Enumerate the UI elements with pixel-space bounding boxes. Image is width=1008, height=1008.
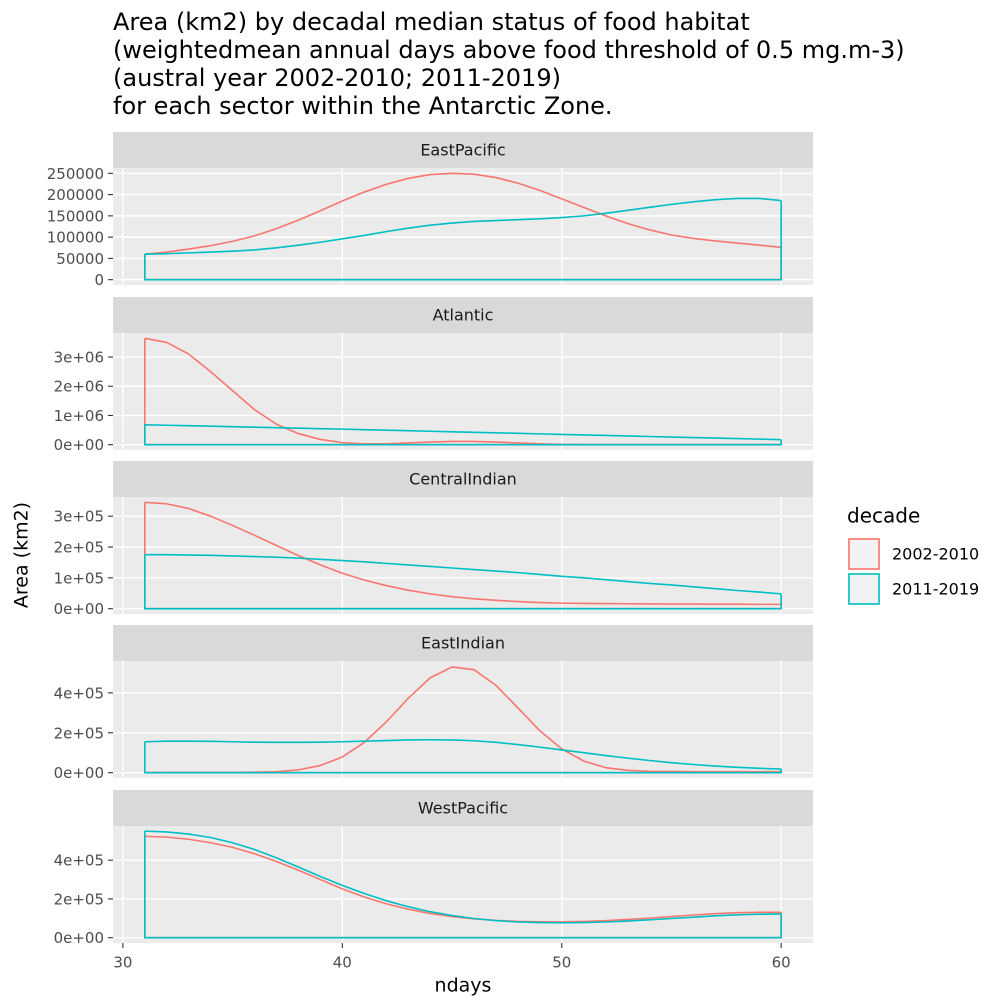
legend-label: 2002-2010 xyxy=(892,545,979,564)
legend-key xyxy=(848,573,880,605)
legend-key-bg xyxy=(848,573,880,605)
y-tick-label: 0e+00 xyxy=(54,764,104,782)
area-line xyxy=(144,738,782,770)
strip-label: Atlantic xyxy=(433,306,494,325)
panel-background xyxy=(113,168,813,285)
x-tick-label: 60 xyxy=(772,954,791,972)
strip xyxy=(113,132,813,168)
y-tick-label: 2e+05 xyxy=(54,539,104,557)
strip-label: WestPacific xyxy=(418,799,508,818)
panel-background xyxy=(113,333,813,450)
area-line xyxy=(144,553,782,595)
strip-label: EastIndian xyxy=(421,634,505,653)
area-edge xyxy=(144,554,782,610)
y-tick-label: 250000 xyxy=(47,165,104,183)
area-line xyxy=(144,424,782,441)
strip xyxy=(113,625,813,661)
chart-title: (austral year 2002-2010; 2011-2019) xyxy=(113,64,561,92)
y-axis-label: Area (km2) xyxy=(11,502,33,608)
y-tick-label: 0e+00 xyxy=(54,436,104,454)
y-tick-label: 150000 xyxy=(47,207,104,225)
y-tick-label: 0e+00 xyxy=(54,929,104,947)
strip-label: EastPacific xyxy=(420,141,505,160)
area-line xyxy=(144,830,782,924)
area-line xyxy=(144,501,782,606)
area-edge xyxy=(144,831,782,939)
x-tick-label: 50 xyxy=(552,954,571,972)
y-tick-label: 3e+06 xyxy=(54,349,104,367)
y-tick-label: 0e+00 xyxy=(54,600,104,618)
y-tick-label: 100000 xyxy=(47,229,104,247)
legend-key xyxy=(848,538,880,570)
legend-label: 2011-2019 xyxy=(892,580,979,599)
area-edge xyxy=(144,200,782,281)
y-tick-label: 3e+05 xyxy=(54,508,104,526)
x-tick-label: 30 xyxy=(113,954,132,972)
legend-title: decade xyxy=(847,504,920,528)
chart-title: Area (km2) by decadal median status of f… xyxy=(113,8,750,36)
strip xyxy=(113,461,813,497)
chart-title: (weightedmean annual days above food thr… xyxy=(113,36,905,64)
strip-label: CentralIndian xyxy=(409,470,517,489)
y-tick-label: 2e+05 xyxy=(54,724,104,742)
strip xyxy=(113,790,813,826)
x-axis-label: ndays xyxy=(435,975,492,997)
y-tick-label: 2e+06 xyxy=(54,378,104,396)
area-edge xyxy=(144,424,782,446)
y-tick-label: 4e+05 xyxy=(54,684,104,702)
strip xyxy=(113,297,813,333)
panel-background xyxy=(113,826,813,943)
legend-key-bg xyxy=(848,538,880,570)
y-tick-label: 0 xyxy=(94,271,104,289)
y-tick-label: 200000 xyxy=(47,186,104,204)
y-tick-label: 4e+05 xyxy=(54,852,104,870)
panel-background xyxy=(113,661,813,778)
y-tick-label: 1e+05 xyxy=(54,569,104,587)
chart-title: for each sector within the Antarctic Zon… xyxy=(113,92,613,120)
area-line xyxy=(144,172,782,255)
y-tick-label: 1e+06 xyxy=(54,407,104,425)
y-tick-label: 50000 xyxy=(56,250,104,268)
y-tick-label: 2e+05 xyxy=(54,890,104,908)
x-tick-label: 40 xyxy=(333,954,352,972)
area-edge xyxy=(144,741,782,774)
area-line xyxy=(144,197,782,255)
